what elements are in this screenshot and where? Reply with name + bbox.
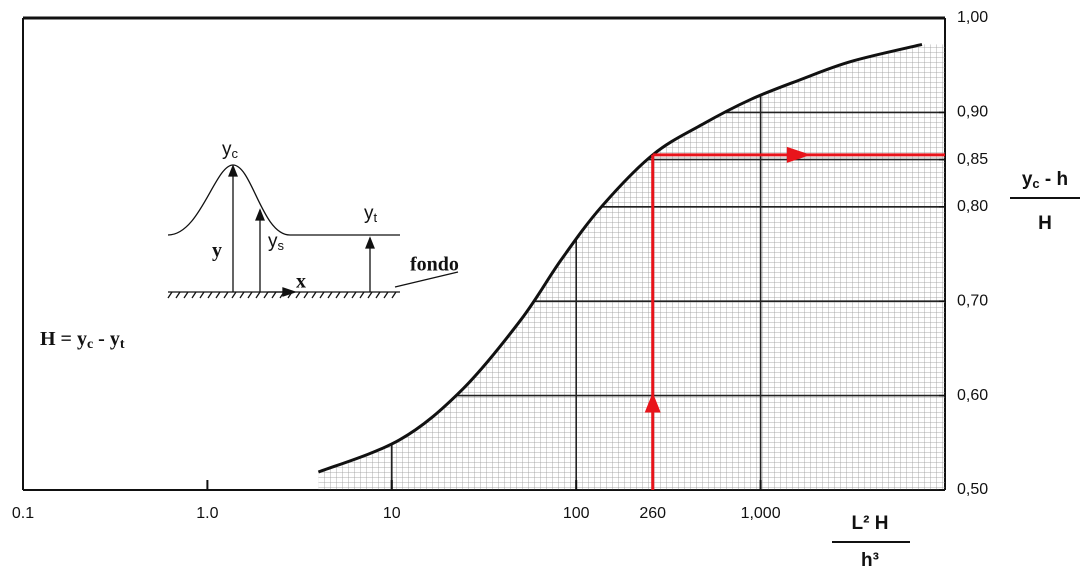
inset-crest-label: yc bbox=[222, 139, 239, 161]
inset-tail-label: yt bbox=[364, 203, 378, 225]
x-tick-label: 100 bbox=[563, 505, 590, 522]
hatch-area bbox=[318, 44, 945, 490]
guide-arrow bbox=[786, 146, 811, 163]
inset-axis-label: x bbox=[296, 271, 306, 293]
curve bbox=[317, 42, 923, 474]
y-tick-label: 0,85 bbox=[957, 151, 988, 168]
formula-subscript: c bbox=[87, 337, 93, 352]
y-label-text: y bbox=[1022, 169, 1033, 190]
inset-surface-label: ys bbox=[268, 231, 285, 253]
inset-subscript: t bbox=[374, 210, 378, 225]
inset-text: y bbox=[364, 203, 374, 224]
inset-subscript: s bbox=[278, 238, 285, 253]
y-tick-label: 0,70 bbox=[957, 292, 988, 309]
inset-text: y bbox=[222, 139, 232, 160]
y-tick-label: 0,80 bbox=[957, 198, 988, 215]
formula-text: - y bbox=[93, 328, 120, 350]
y-tick-label: 1,00 bbox=[957, 9, 988, 26]
inset-bed-label: fondo bbox=[410, 254, 459, 276]
formula-text: H = y bbox=[40, 328, 87, 350]
x-tick-label: 260 bbox=[639, 505, 666, 522]
x-axis-label: L² H bbox=[852, 513, 889, 534]
y-axis-label: yc - h bbox=[1022, 169, 1068, 191]
y-label-text: - h bbox=[1040, 169, 1069, 190]
guide-arrow bbox=[644, 392, 661, 413]
inset-text: y bbox=[268, 231, 278, 252]
inset-subscript: c bbox=[232, 146, 239, 161]
y-tick-label: 0,60 bbox=[957, 387, 988, 404]
y-axis-label-denominator: H bbox=[1038, 213, 1052, 234]
inset-depth-label: y bbox=[212, 240, 222, 262]
y-label-subscript: c bbox=[1032, 176, 1039, 191]
formula: H = yc - yt bbox=[40, 328, 125, 353]
x-tick-label: 10 bbox=[383, 505, 401, 522]
x-tick-label: 0.1 bbox=[12, 505, 34, 522]
x-axis-label-denominator: h³ bbox=[861, 550, 879, 571]
x-tick-label: 1.0 bbox=[196, 505, 218, 522]
formula-subscript: t bbox=[120, 337, 125, 352]
inset-diagram bbox=[167, 164, 459, 299]
x-tick-label: 1,000 bbox=[741, 505, 781, 522]
y-tick-label: 0,50 bbox=[957, 481, 988, 498]
y-tick-label: 0,90 bbox=[957, 104, 988, 121]
